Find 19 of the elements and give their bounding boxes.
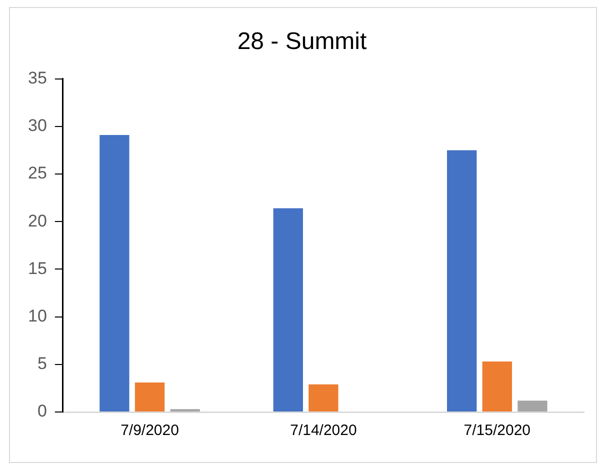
bar <box>518 400 548 412</box>
bar <box>447 150 477 412</box>
bar <box>100 134 130 412</box>
bar <box>273 208 303 412</box>
x-tick-label: 7/15/2020 <box>464 422 531 440</box>
y-tick-label: 5 <box>37 354 47 374</box>
y-tick-label: 25 <box>28 164 47 183</box>
y-tick-label: 20 <box>28 211 47 230</box>
bar <box>308 384 338 412</box>
y-tick-label: 0 <box>37 402 47 421</box>
y-tick-label: 10 <box>28 306 47 326</box>
y-tick-label: 15 <box>28 258 47 278</box>
x-tick-label: 7/9/2020 <box>120 422 179 440</box>
bar <box>482 362 512 412</box>
y-tick-label: 30 <box>28 116 47 136</box>
bar <box>134 382 165 412</box>
x-tick-label: 7/14/2020 <box>290 422 357 440</box>
y-tick-label: 35 <box>28 68 47 88</box>
chart-title: 28 - Summit <box>237 28 368 56</box>
